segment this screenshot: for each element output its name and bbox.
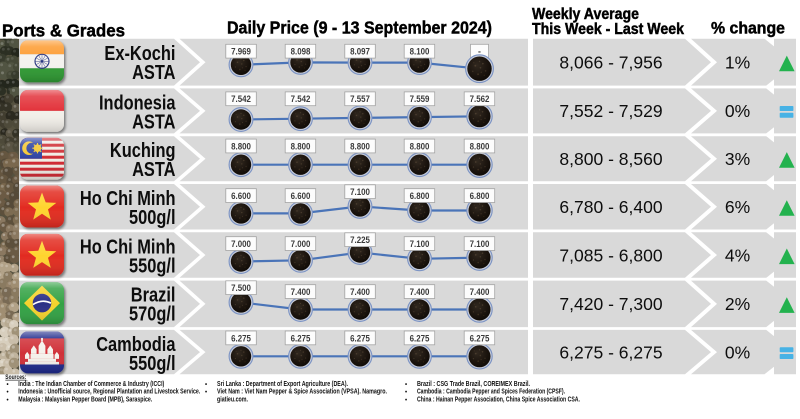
svg-text:6,275 - 6,275: 6,275 - 6,275 [559, 342, 662, 362]
svg-text:7.000: 7.000 [291, 239, 311, 249]
svg-text:3%: 3% [725, 149, 750, 169]
svg-text:8.800: 8.800 [291, 141, 311, 151]
svg-text:Cambodia : Cambodia Pepper and: Cambodia : Cambodia Pepper and Spices Fe… [417, 389, 565, 396]
svg-text:0%: 0% [725, 342, 750, 362]
svg-text:Brazil: Brazil [131, 285, 176, 307]
svg-text:8,800 - 8,560: 8,800 - 8,560 [559, 149, 662, 169]
svg-text:ASTA: ASTA [132, 111, 175, 133]
svg-text:7.400: 7.400 [350, 287, 370, 297]
svg-text:ASTA: ASTA [132, 62, 175, 84]
svg-text:6.275: 6.275 [291, 333, 311, 343]
svg-text:7,420 - 7,300: 7,420 - 7,300 [559, 294, 662, 314]
svg-text:570g/l: 570g/l [129, 304, 176, 326]
svg-text:550g/l: 550g/l [129, 353, 176, 375]
svg-text:This Week - Last Week: This Week - Last Week [532, 21, 684, 38]
svg-text:Indonesia: Indonesia [99, 92, 176, 114]
svg-text:7.559: 7.559 [410, 94, 430, 104]
svg-text:7.542: 7.542 [291, 94, 311, 104]
svg-text:8.800: 8.800 [231, 141, 251, 151]
svg-text:•: • [205, 390, 207, 396]
svg-text:8.800: 8.800 [350, 141, 370, 151]
svg-text:-: - [478, 47, 481, 57]
svg-text:7.542: 7.542 [231, 94, 251, 104]
svg-text:8.800: 8.800 [410, 141, 430, 151]
svg-text:6.800: 6.800 [410, 191, 430, 201]
svg-text:Malaysia : Malaysian Pepper Bo: Malaysia : Malaysian Pepper Board (MPB),… [18, 396, 152, 403]
svg-text:0%: 0% [725, 101, 750, 121]
svg-text:6%: 6% [725, 197, 750, 217]
svg-text:7.562: 7.562 [470, 94, 490, 104]
svg-text:Weekly Average: Weekly Average [532, 6, 639, 23]
svg-text:550g/l: 550g/l [129, 255, 176, 277]
svg-text:8,066 - 7,956: 8,066 - 7,956 [559, 53, 662, 73]
svg-text:6.275: 6.275 [350, 333, 370, 343]
svg-text:7.225: 7.225 [350, 235, 370, 245]
svg-text:Ho Chi Minh: Ho Chi Minh [80, 188, 176, 210]
svg-text:8.100: 8.100 [410, 47, 430, 57]
svg-text:7.400: 7.400 [470, 287, 490, 297]
svg-text:6.600: 6.600 [231, 191, 251, 201]
svg-text:6.275: 6.275 [410, 333, 430, 343]
svg-text:7,085 - 6,800: 7,085 - 6,800 [559, 245, 662, 265]
svg-text:500g/l: 500g/l [129, 207, 176, 229]
svg-text:1%: 1% [725, 53, 750, 73]
svg-text:•: • [405, 390, 407, 396]
svg-text:4%: 4% [725, 245, 750, 265]
svg-text:Brazil : CSG Trade Brazil, COR: Brazil : CSG Trade Brazil, COREIMEX Braz… [417, 381, 530, 388]
svg-text:Ports & Grades: Ports & Grades [2, 21, 125, 41]
svg-text:•: • [7, 390, 9, 396]
svg-text:Indonesia : Unofficial source,: Indonesia : Unofficial source, Regional … [18, 389, 200, 396]
svg-text:6.800: 6.800 [470, 191, 490, 201]
svg-text:8.800: 8.800 [470, 141, 490, 151]
svg-text:8.098: 8.098 [291, 47, 311, 57]
svg-text:6.275: 6.275 [470, 333, 490, 343]
svg-text:Ex-Kochi: Ex-Kochi [104, 43, 175, 65]
svg-text:7.100: 7.100 [350, 187, 370, 197]
svg-text:7,552 - 7,529: 7,552 - 7,529 [559, 101, 662, 121]
svg-text:•: • [7, 382, 9, 388]
svg-text:Kuching: Kuching [110, 140, 176, 162]
svg-text:7.500: 7.500 [231, 283, 251, 293]
svg-text:China : Hainan Pepper Associat: China : Hainan Pepper Association, China… [417, 396, 580, 403]
svg-text:7.100: 7.100 [470, 239, 490, 249]
svg-text:Cambodia: Cambodia [96, 334, 176, 356]
svg-text:% change: % change [711, 20, 785, 38]
svg-text:Ho Chi Minh: Ho Chi Minh [80, 236, 176, 258]
svg-text:6,780 - 6,400: 6,780 - 6,400 [559, 197, 662, 217]
svg-text:India : The Indian Chamber of: India : The Indian Chamber of Commerce &… [18, 381, 164, 388]
svg-text:7.969: 7.969 [231, 47, 251, 57]
svg-text:ASTA: ASTA [132, 159, 175, 181]
svg-text:•: • [405, 382, 407, 388]
svg-text:Daily Price (9 - 13 September: Daily Price (9 - 13 September 2024) [227, 18, 492, 38]
svg-text:2%: 2% [725, 294, 750, 314]
svg-text:8.097: 8.097 [350, 47, 370, 57]
svg-text:•: • [205, 382, 207, 388]
svg-text:7.100: 7.100 [410, 239, 430, 249]
svg-text:•: • [405, 397, 407, 403]
svg-text:Sources:: Sources: [5, 374, 26, 381]
svg-text:6.600: 6.600 [291, 191, 311, 201]
svg-text:7.400: 7.400 [291, 287, 311, 297]
svg-text:Sri Lanka : Department of Expo: Sri Lanka : Department of Export Agricul… [217, 381, 348, 388]
svg-text:6.275: 6.275 [231, 333, 251, 343]
svg-text:Viet Nam : Viet Nam Pepper & S: Viet Nam : Viet Nam Pepper & Spice Assoc… [217, 389, 387, 396]
svg-text:giatieu.com.: giatieu.com. [217, 396, 248, 403]
svg-text:•: • [7, 397, 9, 403]
svg-text:7.400: 7.400 [410, 287, 430, 297]
svg-text:7.557: 7.557 [350, 94, 370, 104]
svg-text:7.000: 7.000 [231, 239, 251, 249]
